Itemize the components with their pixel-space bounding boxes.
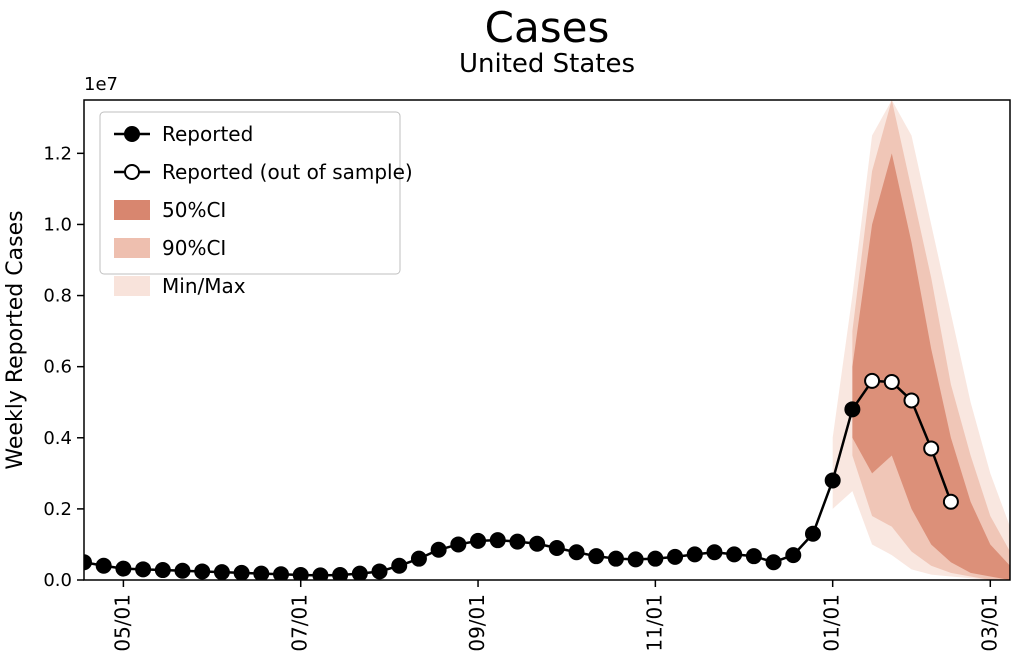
legend-label-ci50: 50%CI <box>162 198 226 222</box>
chart-title: Cases <box>485 3 610 52</box>
xtick-label: 09/01 <box>465 594 489 652</box>
series-reported <box>77 402 859 582</box>
ytick-label: 0.0 <box>43 570 72 591</box>
xtick-label: 01/01 <box>820 594 844 652</box>
xtick-label: 05/01 <box>110 594 134 652</box>
xtick-label: 11/01 <box>642 594 666 652</box>
y-axis-label: Weekly Reported Cases <box>3 210 28 469</box>
legend-label-reported_oos: Reported (out of sample) <box>162 160 413 184</box>
legend-label-minmax: Min/Max <box>162 274 246 298</box>
y-exponent-label: 1e7 <box>84 74 118 95</box>
ytick-label: 0.6 <box>43 357 72 378</box>
legend-label-reported: Reported <box>162 122 253 146</box>
ytick-label: 1.0 <box>43 214 72 235</box>
legend-label-ci90: 90%CI <box>162 236 226 260</box>
chart-container: CasesUnited States 1e7 0.0 0.2 0.4 0.6 0.8 1.0 1… <box>0 0 1024 664</box>
ytick-label: 0.2 <box>43 499 72 520</box>
chart-svg: CasesUnited States 1e7 0.0 0.2 0.4 0.6 0.8 1.0 1… <box>0 0 1024 664</box>
confidence-bands <box>833 100 1010 580</box>
xtick-label: 07/01 <box>288 594 312 652</box>
ytick-label: 1.2 <box>43 143 72 164</box>
ytick-label: 0.4 <box>43 428 72 449</box>
chart-subtitle: United States <box>459 49 635 79</box>
legend: Reported Reported (out of sample) 50%CI 90%… <box>100 112 413 298</box>
xtick-label: 03/01 <box>977 594 1001 652</box>
ytick-label: 0.8 <box>43 286 72 307</box>
